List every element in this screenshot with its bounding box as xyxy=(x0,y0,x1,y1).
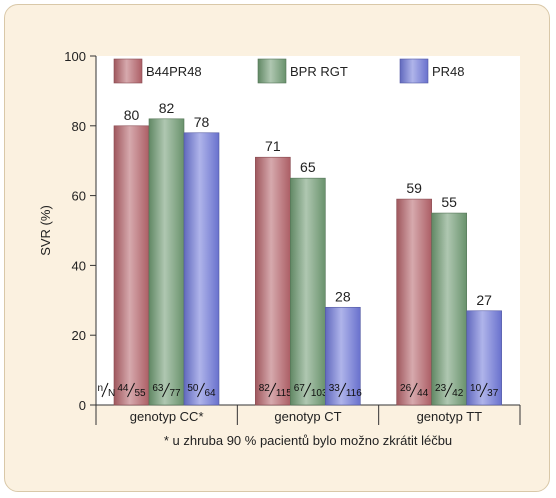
fraction-denominator: 116 xyxy=(346,388,362,399)
bar-value-label: 71 xyxy=(265,138,281,154)
fraction-denominator: 42 xyxy=(452,388,464,399)
y-tick-label: 60 xyxy=(72,189,86,204)
fraction-numerator: 67 xyxy=(294,383,306,394)
y-tick-label: 20 xyxy=(72,328,86,343)
y-axis-label: SVR (%) xyxy=(38,205,53,256)
fraction-slash xyxy=(197,382,205,398)
fraction-numerator: 50 xyxy=(187,383,199,394)
bar xyxy=(183,132,220,406)
legend-swatch xyxy=(399,58,429,84)
legend-label: B44PR48 xyxy=(146,64,202,79)
fraction-slash xyxy=(268,382,277,398)
bar-value-label: 27 xyxy=(476,292,492,308)
y-tick-label: 100 xyxy=(64,49,86,64)
fraction-slash xyxy=(409,382,418,398)
legend-label: PR48 xyxy=(432,64,465,79)
x-category-label: genotyp CC* xyxy=(130,409,204,424)
fraction-key-numerator: n xyxy=(97,383,103,394)
fraction-denominator: 55 xyxy=(135,388,147,399)
bar-value-label: 28 xyxy=(335,288,351,304)
legend-label: BPR RGT xyxy=(290,64,348,79)
fraction-slash xyxy=(444,382,453,398)
bar xyxy=(396,198,432,406)
fraction-denominator: 115 xyxy=(276,388,292,399)
fraction-numerator: 44 xyxy=(117,383,129,394)
fraction-slash xyxy=(127,382,135,398)
fraction-key-slash xyxy=(101,382,109,398)
bar xyxy=(148,118,185,406)
fraction-numerator: 63 xyxy=(152,383,164,394)
bar-value-label: 55 xyxy=(441,194,457,210)
fraction-denominator: 77 xyxy=(170,388,182,399)
footnote: * u zhruba 90 % pacientů bylo možno zkrá… xyxy=(164,433,452,448)
fraction-denominator: 37 xyxy=(487,388,499,399)
fraction-numerator: 23 xyxy=(435,383,447,394)
fraction-key-denominator: N xyxy=(108,388,115,399)
x-category-label: genotyp CT xyxy=(274,409,341,424)
bar-value-label: 82 xyxy=(159,100,175,116)
fraction-numerator: 33 xyxy=(329,383,341,394)
bar xyxy=(255,156,291,406)
y-tick-label: 80 xyxy=(72,119,86,134)
bar-value-label: 78 xyxy=(194,114,210,130)
y-tick-label: 40 xyxy=(72,258,86,273)
bar-value-label: 59 xyxy=(406,180,422,196)
fraction-numerator: 82 xyxy=(259,383,271,394)
legend-swatch xyxy=(257,58,287,84)
fraction-denominator: 103 xyxy=(311,388,328,399)
x-category-label: genotyp TT xyxy=(417,409,483,424)
bar xyxy=(431,212,467,406)
y-tick-label: 0 xyxy=(79,398,86,413)
fraction-slash xyxy=(479,382,488,398)
legend-swatch xyxy=(113,58,143,84)
fraction-denominator: 44 xyxy=(417,388,429,399)
fraction-slash xyxy=(162,382,170,398)
fraction-slash xyxy=(303,382,312,398)
fraction-numerator: 10 xyxy=(470,383,482,394)
bar xyxy=(290,177,326,406)
fraction-numerator: 26 xyxy=(400,383,412,394)
fraction-denominator: 64 xyxy=(205,388,217,399)
fraction-slash xyxy=(338,382,347,398)
bar-value-label: 80 xyxy=(124,107,140,123)
bar-value-label: 65 xyxy=(300,159,316,175)
bar xyxy=(113,125,150,406)
